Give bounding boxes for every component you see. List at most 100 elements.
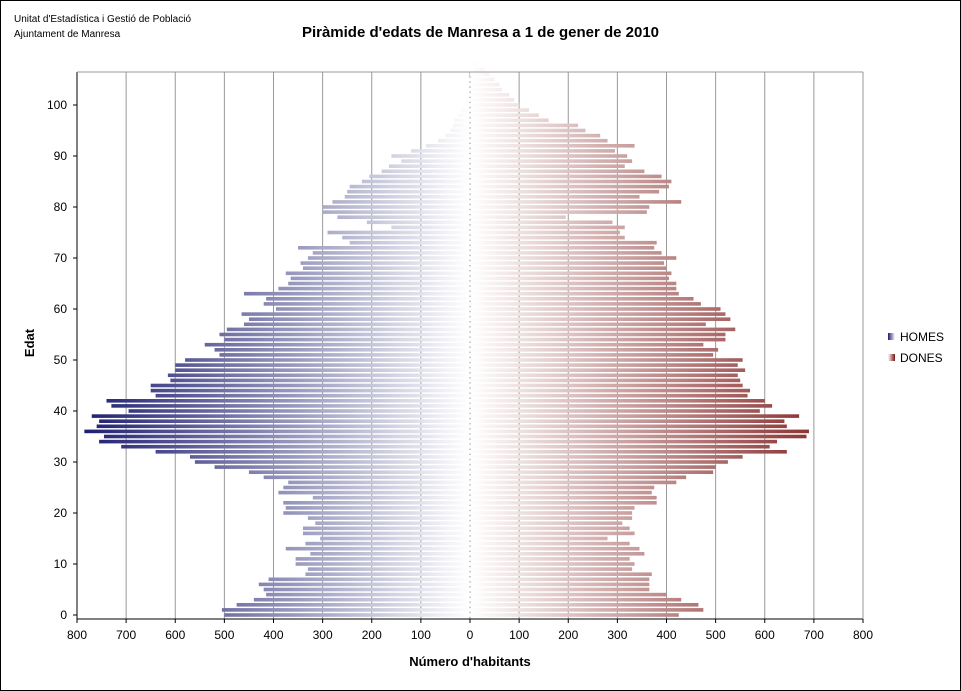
bar-dones-age-44 (470, 388, 751, 393)
bar-homes-age-2 (236, 603, 470, 607)
bar-homes-age-101 (466, 98, 470, 102)
y-tick-label: 80 (54, 200, 68, 214)
bar-dones-age-105 (470, 77, 495, 82)
bar-homes-age-1 (221, 608, 470, 612)
bar-dones-age-78 (470, 215, 566, 219)
bar-homes-age-51 (219, 353, 470, 357)
organization-header: Unitat d'Estadística i Gestió de Poblaci… (14, 12, 191, 42)
bar-homes-age-64 (278, 286, 470, 291)
x-tick-label: 200 (362, 628, 382, 642)
bar-homes-age-76 (391, 225, 470, 230)
bar-homes-age-21 (285, 506, 470, 510)
bar-homes-age-46 (170, 378, 470, 383)
bar-dones-age-49 (470, 363, 738, 367)
bar-homes-age-0 (224, 613, 470, 617)
bar-dones-age-39 (470, 414, 800, 418)
bar-homes-age-58 (248, 317, 470, 321)
bar-dones-age-74 (470, 235, 625, 240)
bar-homes-age-77 (366, 220, 470, 225)
bar-dones-age-14 (470, 541, 630, 546)
bar-dones-age-2 (470, 603, 699, 607)
bar-dones-age-97 (470, 118, 549, 123)
bar-homes-age-23 (312, 495, 470, 500)
bar-homes-age-97 (454, 118, 470, 123)
bar-homes-age-7 (268, 577, 470, 582)
bar-homes-age-6 (258, 582, 470, 587)
bar-dones-age-42 (470, 399, 765, 403)
bar-dones-age-23 (470, 495, 657, 500)
bar-homes-age-17 (302, 526, 470, 531)
bars (84, 57, 809, 617)
bar-homes-age-91 (411, 149, 470, 153)
bar-dones-age-20 (470, 511, 633, 515)
bar-homes-age-27 (263, 475, 470, 480)
bar-homes-age-93 (438, 138, 470, 143)
bar-dones-age-43 (470, 393, 748, 398)
bar-homes-age-62 (266, 297, 470, 301)
bar-homes-age-70 (307, 256, 470, 260)
bar-dones-age-89 (470, 159, 633, 163)
bar-dones-age-53 (470, 342, 704, 347)
bar-dones-age-4 (470, 592, 667, 597)
bar-dones-age-55 (470, 332, 726, 337)
bar-dones-age-41 (470, 404, 773, 408)
bar-dones-age-65 (470, 281, 677, 286)
bar-dones-age-95 (470, 128, 586, 133)
bar-dones-age-27 (470, 475, 687, 480)
bar-homes-age-81 (332, 200, 470, 204)
bar-homes-age-82 (344, 195, 470, 199)
bar-dones-age-62 (470, 297, 694, 301)
bar-homes-age-3 (253, 597, 470, 602)
x-tick-label: 100 (411, 628, 431, 642)
bar-dones-age-107 (470, 67, 485, 72)
bar-dones-age-87 (470, 169, 645, 174)
bar-homes-age-89 (401, 159, 470, 163)
y-tick-label: 40 (54, 404, 68, 418)
y-tick-label: 100 (47, 98, 67, 112)
bar-homes-age-87 (381, 169, 470, 174)
bar-dones-age-91 (470, 149, 615, 153)
bar-homes-age-40 (128, 409, 471, 413)
bar-homes-age-53 (204, 342, 470, 347)
bar-dones-age-99 (470, 108, 529, 112)
bar-homes-age-94 (445, 133, 470, 138)
bar-homes-age-56 (226, 327, 470, 332)
bar-homes-age-42 (106, 399, 470, 403)
bar-dones-age-0 (470, 613, 679, 617)
x-tick-label: 700 (804, 628, 824, 642)
org-line-1: Unitat d'Estadística i Gestió de Poblaci… (14, 14, 192, 25)
chart-title: Piràmide d'edats de Manresa a 1 de gener… (301, 24, 660, 41)
bar-homes-age-4 (266, 592, 470, 597)
bar-homes-age-49 (175, 363, 470, 367)
bar-homes-age-13 (285, 546, 470, 551)
bar-homes-age-65 (288, 281, 470, 286)
y-tick-label: 10 (54, 557, 68, 571)
bar-dones-age-10 (470, 562, 635, 566)
bar-homes-age-54 (224, 337, 470, 342)
bar-dones-age-61 (470, 302, 701, 306)
bar-dones-age-34 (470, 439, 778, 444)
bar-dones-age-92 (470, 144, 635, 148)
y-axis-title: Edat (22, 328, 37, 357)
bar-dones-age-5 (470, 587, 650, 592)
bar-dones-age-79 (470, 210, 647, 214)
legend-item-homes: HOMES (888, 326, 944, 347)
x-tick-label: 700 (116, 628, 136, 642)
bar-dones-age-84 (470, 184, 669, 189)
bar-dones-age-52 (470, 348, 719, 352)
bar-dones-age-6 (470, 582, 650, 587)
bar-homes-age-5 (263, 587, 470, 592)
bar-homes-age-84 (349, 184, 470, 189)
y-tick-label: 50 (54, 353, 68, 367)
bar-homes-age-79 (322, 210, 470, 214)
bar-homes-age-31 (189, 455, 471, 459)
legend-item-dones: DONES (888, 347, 944, 368)
bar-dones-age-51 (470, 353, 714, 357)
bar-dones-age-67 (470, 271, 672, 276)
bar-homes-age-30 (194, 460, 470, 464)
x-tick-label: 300 (313, 628, 333, 642)
x-tick-label: 400 (263, 628, 283, 642)
bar-homes-age-37 (96, 424, 471, 429)
bar-homes-age-22 (283, 501, 470, 505)
bar-dones-age-35 (470, 434, 807, 439)
